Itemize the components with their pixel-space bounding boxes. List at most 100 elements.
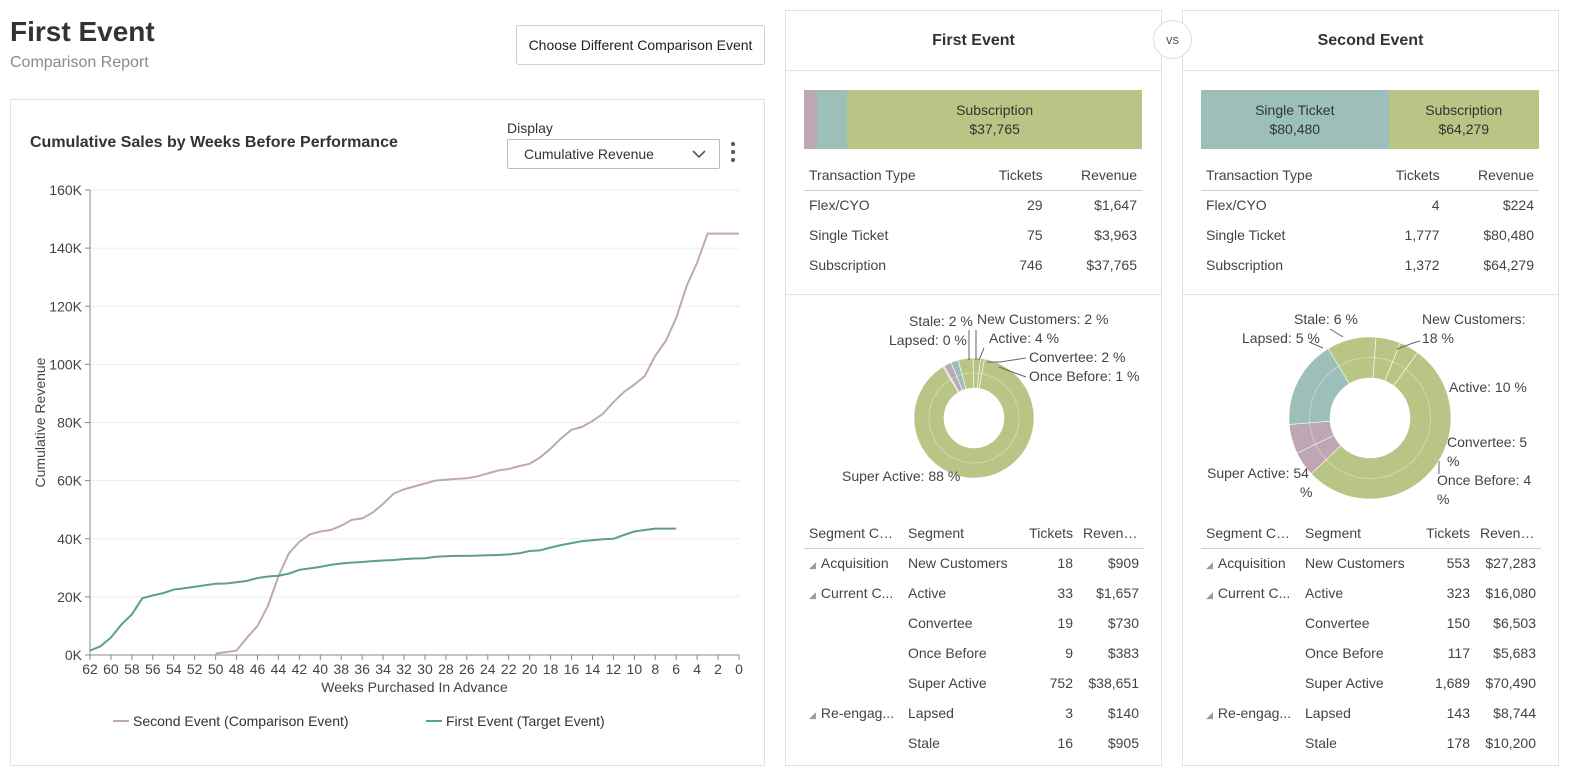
tickets-cell: 4: [1431, 197, 1440, 214]
revenue-cell: $909: [1107, 555, 1139, 572]
column-header-transaction-type[interactable]: Transaction Type: [804, 160, 971, 191]
collapse-triangle-icon[interactable]: ◢: [1206, 590, 1213, 600]
column-header-tickets[interactable]: Tickets: [1415, 518, 1475, 549]
segment-category-cell[interactable]: ◢ Re-engag...: [809, 705, 895, 721]
chart-title: Cumulative Sales by Weeks Before Perform…: [30, 134, 398, 151]
column-header-segment-category[interactable]: Segment Ca...: [804, 518, 903, 549]
revenue-cell: $730: [1107, 615, 1139, 631]
segment-category-cell[interactable]: ◢ Current C...: [809, 585, 894, 601]
tickets-cell: 19: [1057, 615, 1073, 631]
transaction-type-cell: Flex/CYO: [1206, 197, 1267, 214]
donut-label-stale: Stale: 2 %: [909, 313, 973, 329]
revenue-cell: $10,200: [1485, 735, 1536, 751]
donut-slice[interactable]: [977, 358, 985, 389]
table-row: ◢ Re-engag... Lapsed 143 $8,744: [1201, 698, 1541, 728]
series-line-first-event[interactable]: [89, 527, 677, 652]
table-header-row: Segment Ca... Segment Tickets Revenue: [1201, 518, 1541, 549]
x-tick-label: 24: [480, 661, 496, 677]
stack-segment-amount: $64,279: [1438, 120, 1490, 137]
y-tick-label: 140K: [49, 240, 82, 256]
table-row: Single Ticket 75 $3,963: [804, 220, 1142, 250]
segment-category-cell: [804, 668, 903, 698]
x-tick-label: 34: [375, 661, 391, 677]
table-row: Convertee 19 $730: [804, 608, 1144, 638]
table-row: Flex/CYO 4 $224: [1201, 190, 1539, 220]
tickets-cell: 29: [1027, 197, 1043, 214]
revenue-cell: $64,279: [1483, 257, 1534, 273]
segment-category-cell[interactable]: ◢ Current C...: [1206, 585, 1291, 601]
legend-item[interactable]: First Event (Target Event): [446, 713, 605, 729]
donut-label-convertee-value: %: [1447, 453, 1459, 469]
y-tick-label: 120K: [49, 298, 82, 314]
x-tick-label: 30: [417, 661, 433, 677]
choose-comparison-event-button[interactable]: Choose Different Comparison Event: [516, 25, 765, 65]
donut-label-new-customers: New Customers: 2 %: [977, 311, 1108, 327]
donut-leader-lines: [1308, 328, 1440, 474]
collapse-triangle-icon[interactable]: ◢: [809, 710, 816, 720]
column-header-revenue[interactable]: Revenue: [1444, 160, 1539, 191]
donut-slice[interactable]: [1310, 352, 1452, 500]
stack-segment[interactable]: Subscription $37,765: [847, 90, 1142, 149]
revenue-cell: $16,080: [1485, 585, 1536, 601]
tickets-cell: 143: [1446, 705, 1470, 721]
revenue-cell: $8,744: [1493, 705, 1536, 721]
tickets-cell: 752: [1049, 675, 1073, 691]
legend-item[interactable]: Second Event (Comparison Event): [133, 713, 349, 729]
column-header-revenue[interactable]: Revenue: [1078, 518, 1144, 549]
stack-segment[interactable]: Subscription $64,279: [1388, 90, 1539, 149]
revenue-cell: $37,765: [1086, 257, 1137, 273]
x-tick-label: 40: [313, 661, 329, 677]
table-row: ◢ Re-engag... Lapsed 3 $140: [804, 698, 1144, 728]
segment-cell: Super Active: [908, 675, 987, 691]
segment-category-cell[interactable]: ◢ Acquisition: [1206, 555, 1286, 572]
column-header-segment[interactable]: Segment: [1300, 518, 1415, 549]
tickets-cell: 16: [1057, 735, 1073, 751]
collapse-triangle-icon[interactable]: ◢: [809, 590, 816, 600]
column-header-revenue[interactable]: Revenue: [1047, 160, 1142, 191]
column-header-revenue[interactable]: Revenue: [1475, 518, 1541, 549]
segment-cell: Active: [1305, 585, 1344, 601]
column-header-transaction-type[interactable]: Transaction Type: [1201, 160, 1368, 191]
tickets-cell: 18: [1057, 555, 1073, 572]
donut-label-super-active-value: %: [1300, 484, 1312, 500]
y-tick-label: 100K: [49, 356, 82, 372]
stack-segment[interactable]: [816, 90, 848, 149]
segment-cell: Lapsed: [1305, 705, 1351, 721]
table-header-row: Transaction Type Tickets Revenue: [804, 160, 1142, 191]
x-tick-label: 0: [735, 661, 743, 677]
display-label: Display: [507, 120, 553, 136]
first-event-segment-donut: Stale: 2 % Lapsed: 0 % New Customers: 2 …: [842, 311, 1140, 484]
donut-slice[interactable]: [913, 358, 1035, 479]
table-row: ◢ Acquisition New Customers 18 $909: [804, 548, 1144, 578]
collapse-triangle-icon[interactable]: ◢: [1206, 710, 1213, 720]
revenue-cell: $140: [1107, 705, 1139, 721]
stack-segment[interactable]: Single Ticket $80,480: [1201, 90, 1389, 149]
stack-segment[interactable]: [804, 90, 817, 149]
column-header-segment-category[interactable]: Segment Ca...: [1201, 518, 1300, 549]
x-tick-label: 18: [543, 661, 559, 677]
tickets-cell: 9: [1065, 645, 1073, 661]
segment-cell: Once Before: [908, 645, 987, 661]
y-tick-label: 160K: [49, 182, 82, 198]
x-tick-label: 26: [459, 661, 475, 677]
section-divider: [1183, 294, 1558, 295]
segment-category-cell[interactable]: ◢ Re-engag...: [1206, 705, 1292, 721]
collapse-triangle-icon[interactable]: ◢: [809, 560, 816, 571]
table-row: Once Before 117 $5,683: [1201, 638, 1541, 668]
segment-category-cell: [1201, 728, 1300, 758]
collapse-triangle-icon[interactable]: ◢: [1206, 560, 1213, 571]
donut-label-new-customers: New Customers:: [1422, 311, 1525, 327]
x-tick-label: 56: [145, 661, 161, 677]
column-header-segment[interactable]: Segment: [903, 518, 1018, 549]
segment-cell: Convertee: [908, 615, 973, 631]
segment-category-cell[interactable]: ◢ Acquisition: [809, 555, 889, 572]
series-line-second-event[interactable]: [215, 232, 739, 655]
table-row: Subscription 746 $37,765: [804, 250, 1142, 280]
second-event-title: Second Event: [1183, 11, 1558, 71]
column-header-tickets[interactable]: Tickets: [1367, 160, 1445, 191]
donut-label-active: Active: 10 %: [1449, 379, 1527, 395]
column-header-tickets[interactable]: Tickets: [970, 160, 1048, 191]
column-header-tickets[interactable]: Tickets: [1018, 518, 1078, 549]
more-options-icon[interactable]: [728, 141, 738, 163]
display-select[interactable]: Cumulative Revenue: [507, 139, 720, 169]
